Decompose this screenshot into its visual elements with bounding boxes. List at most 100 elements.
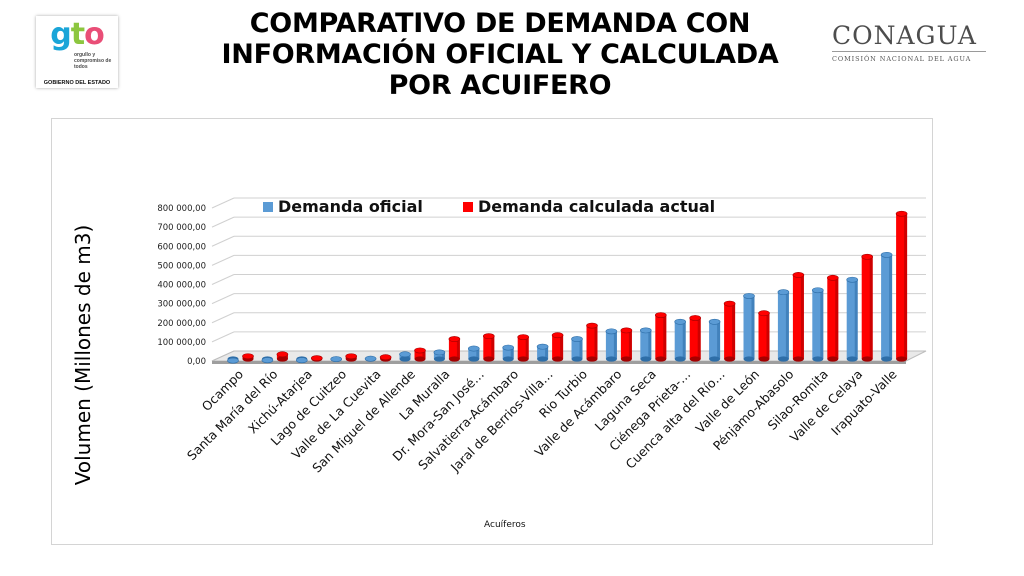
bar-calculated [517,334,530,362]
conagua-logo-subtitle: COMISIÓN NACIONAL DEL AGUA [832,55,972,63]
bar-official-cap [502,344,515,351]
gto-logo-tagline: orgullo y compromiso de todos [74,52,112,70]
bar-calculated [620,327,633,362]
bar-calculated-cap [654,312,667,318]
bar-calculated-base [724,356,736,362]
bar-official-base [777,356,789,362]
bar-calculated-shade [869,256,873,359]
bar-calculated [551,332,564,362]
bar-calculated [792,272,805,362]
bar-calculated-cap [895,210,908,217]
bar-official [295,356,308,364]
bar-calculated [448,336,461,362]
bar-official-shade [751,295,755,359]
bar-official [846,276,859,362]
bar-official-base [571,356,583,362]
bar-official-base [846,356,858,362]
y-tick-label: 500 000,00 [157,261,206,271]
bar-official-base [812,356,824,362]
gridline-side [211,312,235,324]
bar-calculated-cap [861,253,874,260]
bar-calculated-base [896,356,908,362]
bar-official-cap [571,336,583,342]
bar-calculated-base [689,356,701,362]
bar-calculated [276,351,289,362]
bar-official [743,293,755,362]
bar-calculated-body [861,256,873,359]
bar-calculated-body [689,317,701,359]
bar-calculated-base [448,356,460,362]
bar-calculated-body [483,336,495,359]
chart-floor-edge [212,361,906,364]
gto-logo-mark: gto [50,17,104,52]
bar-official-body [777,292,789,359]
legend-swatch [463,202,473,212]
bar-official [880,251,893,362]
bar-official-shade [579,339,583,359]
bar-official-base [743,356,755,362]
legend-label: Demanda calculada actual [478,197,715,216]
bar-calculated-shade [800,274,804,359]
bar-calculated-body [414,350,426,359]
bar-official-cap [880,251,893,258]
bar-calculated-body [655,315,667,359]
bar-calculated-shade [422,350,426,359]
gridline-side [211,293,235,305]
chart-y-ticks: 0,00 100 000,00 200 000,00 300 000,00 400 00… [157,204,206,367]
bar-calculated-cap [792,272,805,278]
bar-calculated [310,355,323,362]
bar-calculated-shade [525,337,529,359]
bar-official-cap [708,318,721,325]
bar-calculated-base [792,356,804,362]
bar-calculated-cap [758,310,770,317]
bar-official-body [709,321,721,359]
gto-logo: gto orgullo y compromiso de todos GOBIER… [36,16,118,88]
bar-calculated [414,347,426,362]
bar-official-cap [295,357,308,364]
bar-calculated-shade [491,336,495,359]
bar-calculated-cap [310,355,323,362]
bar-calculated-cap [620,327,633,334]
bar-official-body [846,279,858,359]
bar-official-cap [227,357,239,364]
bar-calculated-base [517,356,529,362]
y-tick-label: 400 000,00 [157,281,206,291]
bar-official-shade [648,330,652,359]
bar-official-body [674,321,686,359]
bar-calculated-base [586,356,598,362]
slide-title-line-3: POR ACUIFERO [388,70,612,101]
bar-official-cap [261,357,274,364]
bar-official [261,356,274,364]
bar-official-base [399,356,411,362]
bar-official-body [881,254,893,359]
bar-calculated [654,312,667,362]
bar-calculated-cap [723,300,736,307]
y-tick-label: 100 000,00 [157,338,206,348]
bar-calculated [689,315,702,362]
bar-official-cap [330,356,343,362]
bar-official-cap [811,287,824,294]
bar-calculated-shade [594,325,598,359]
gridline-side [211,331,235,343]
bar-official-shade [407,354,411,359]
bar-official [502,344,515,362]
bar-official [674,318,687,362]
bar-official-cap [639,327,652,334]
bar-official [708,318,721,362]
bar-calculated-base [827,356,839,362]
bar-official-base [468,356,480,362]
bar-official [639,327,652,362]
bar-official-cap [433,349,446,356]
bar-calculated-base [414,356,426,362]
slide-title-line-1: COMPARATIVO DE DEMANDA CON [249,8,751,39]
slide-title-line-2: INFORMACIÓN OFICIAL Y CALCULADA [221,39,779,70]
bar-calculated-body [758,313,770,359]
bar-calculated [242,353,254,362]
bar-official-cap [605,328,618,335]
bar-official-body [537,346,549,359]
bar-calculated-base [276,356,288,362]
bar-calculated-body [586,325,598,359]
bar-calculated-body [792,274,804,359]
bar-official-body [571,339,583,359]
